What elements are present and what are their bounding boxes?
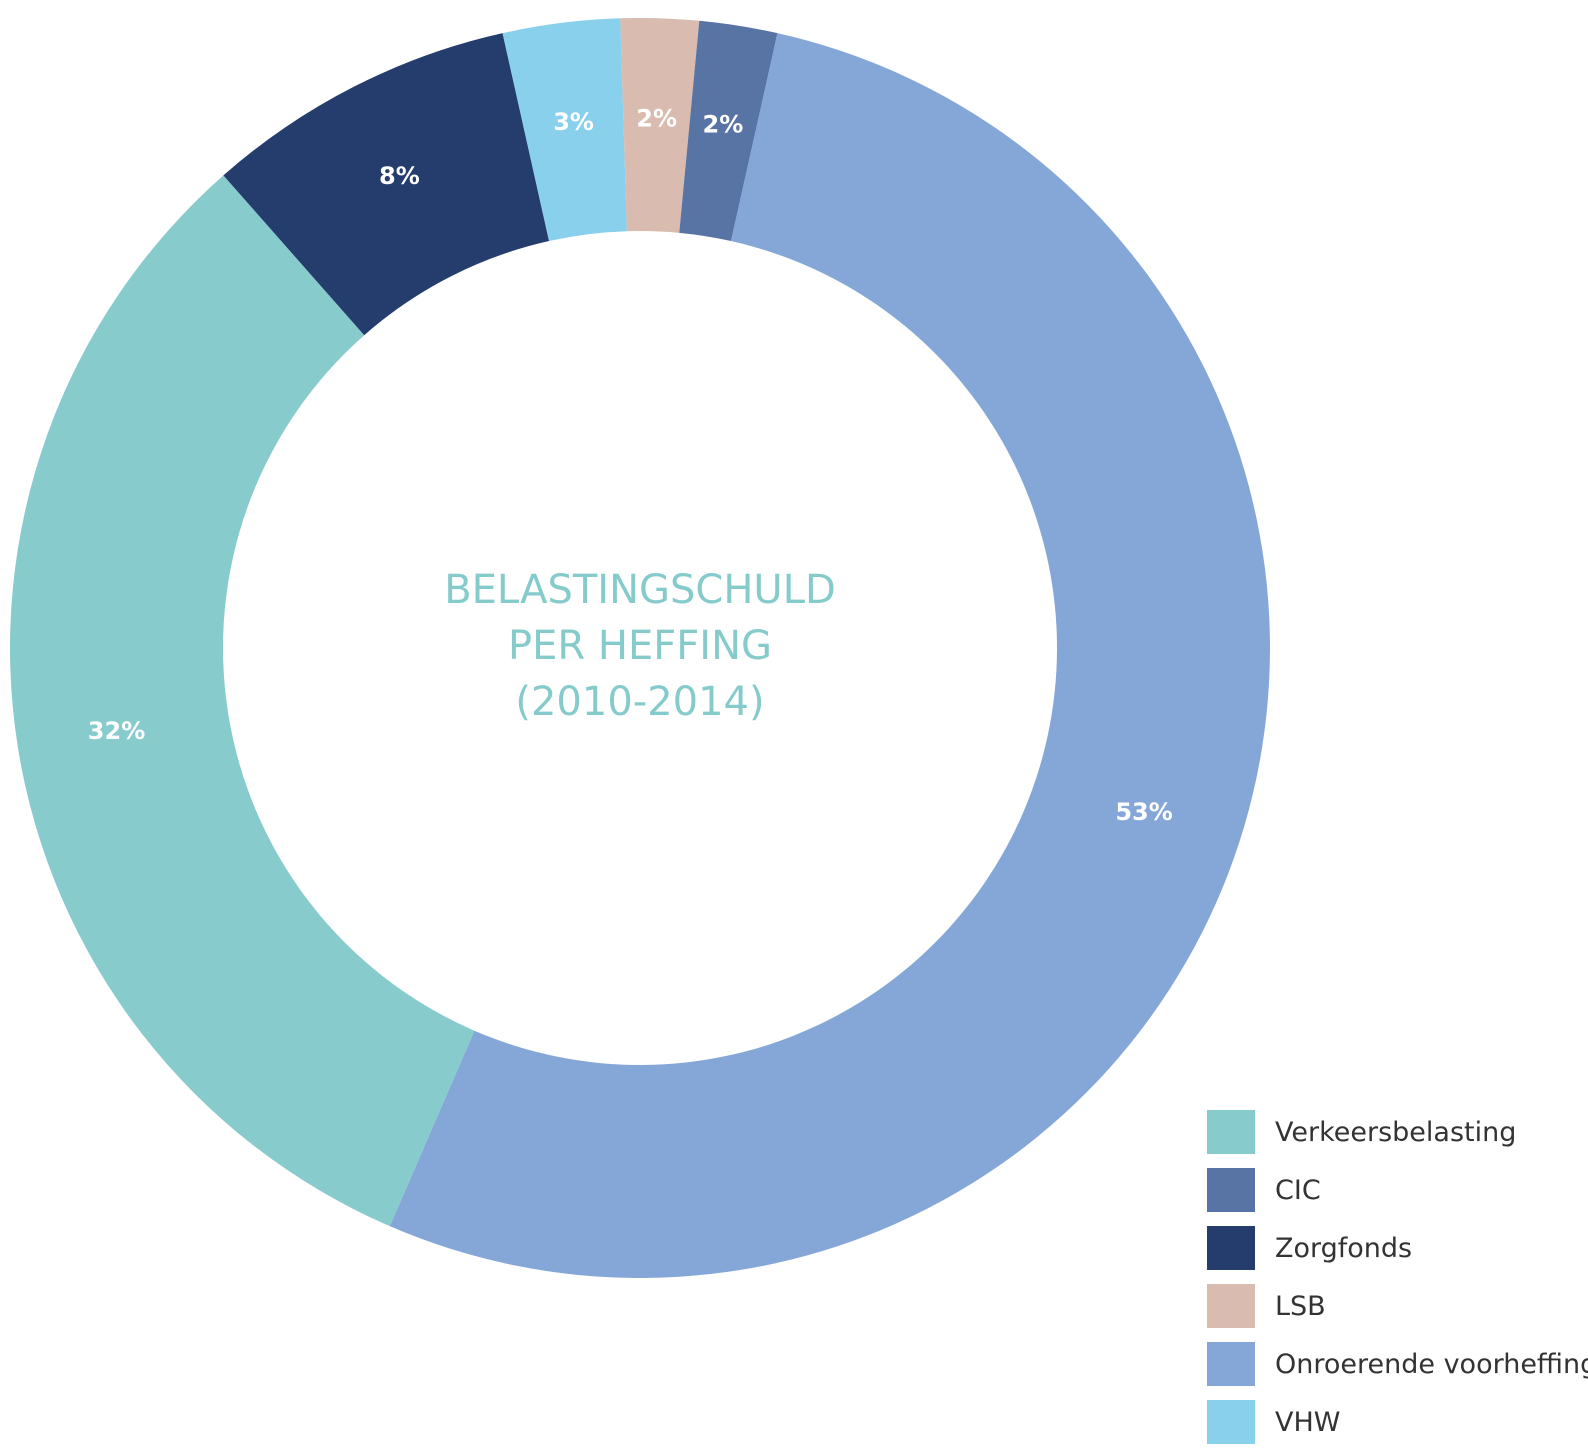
legend-swatch — [1207, 1168, 1255, 1212]
legend-label: CIC — [1275, 1174, 1321, 1206]
legend-label: VHW — [1275, 1406, 1341, 1438]
legend-item-vhw: VHW — [1207, 1393, 1588, 1451]
chart-title-line-2: PER HEFFING — [508, 623, 772, 669]
slice-label-vhw: 3% — [553, 108, 594, 136]
slice-lsb — [620, 17, 700, 233]
slice-zorgfonds — [223, 33, 550, 336]
chart-title: BELASTINGSCHULD PER HEFFING (2010-2014) — [444, 567, 836, 725]
legend-item-zorgfonds: Zorgfonds — [1207, 1219, 1588, 1277]
legend-label: Verkeersbelasting — [1275, 1116, 1517, 1148]
slice-label-verkeersbelasting: 32% — [88, 717, 145, 745]
slice-onroerende-voorheffing — [389, 33, 1270, 1278]
donut-slices — [9, 17, 1270, 1278]
slice-label-cic: 2% — [703, 111, 744, 139]
legend-swatch — [1207, 1226, 1255, 1270]
legend-label: LSB — [1275, 1290, 1326, 1322]
slice-labels: 53% 32% 8% 3% 2% 2% — [88, 104, 1173, 826]
slice-label-lsb: 2% — [636, 104, 677, 132]
legend-label: Zorgfonds — [1275, 1232, 1413, 1264]
legend-swatch — [1207, 1110, 1255, 1154]
slice-label-onroerende-voorheffing: 53% — [1115, 798, 1172, 826]
legend-item-cic: CIC — [1207, 1161, 1588, 1219]
slice-verkeersbelasting — [9, 175, 475, 1227]
legend-item-onroerende-voorheffing: Onroerende voorheffing — [1207, 1335, 1588, 1393]
slice-vhw — [502, 18, 627, 242]
chart-title-line-3: (2010-2014) — [515, 679, 764, 725]
slice-cic — [679, 20, 778, 242]
chart-title-line-1: BELASTINGSCHULD — [444, 567, 836, 613]
legend-label: Onroerende voorheffing — [1275, 1348, 1588, 1380]
legend-item-verkeersbelasting: Verkeersbelasting — [1207, 1103, 1588, 1161]
legend-swatch — [1207, 1400, 1255, 1444]
legend-swatch — [1207, 1284, 1255, 1328]
legend-item-lsb: LSB — [1207, 1277, 1588, 1335]
legend-swatch — [1207, 1342, 1255, 1386]
slice-label-zorgfonds: 8% — [379, 162, 420, 190]
chart-legend: Verkeersbelasting CIC Zorgfonds LSB Onro… — [1207, 1103, 1588, 1451]
